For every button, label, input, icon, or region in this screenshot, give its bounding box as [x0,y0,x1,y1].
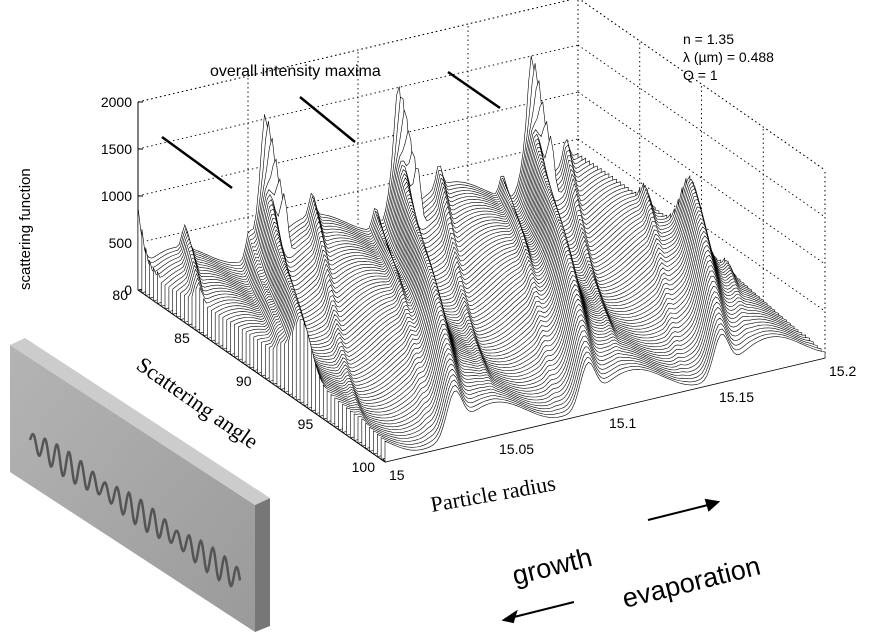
angle-tick-label: 95 [298,416,314,432]
radius-tick-label: 15.05 [499,441,534,457]
z-axis-label: scattering function [17,168,34,290]
parameter: Q = 1 [683,67,718,83]
radius-tick-label: 15 [389,467,405,483]
radius-tick-label: 15.15 [719,389,754,405]
arrowhead [706,500,718,510]
slab-side [255,498,270,632]
annotation-pointer [162,137,232,188]
angle-tick-label: 100 [352,459,376,475]
evaporation-label: evaporation [619,551,763,614]
radius-tick-label: 15.2 [829,363,856,379]
figure: 05001000150020001515.0515.115.1515.28085… [0,0,876,643]
z-tick-label: 500 [109,235,133,251]
annotation-pointer [448,72,500,108]
arrow-right [648,504,712,520]
angle-tick-label: 90 [236,373,252,389]
annotation: overall intensity maxima [210,63,381,80]
angle-tick-label: 80 [112,287,128,303]
arrow-left [510,602,574,618]
arrowhead [504,612,516,622]
parameter: n = 1.35 [683,31,734,47]
radius-axis-label: Particle radius [429,470,558,517]
parameter: λ (µm) = 0.488 [683,49,774,65]
inset-slab [10,338,270,632]
grid-line [138,0,578,102]
angle-tick-label: 85 [174,330,190,346]
slab-face [10,345,255,632]
radius-tick-label: 15.1 [609,415,636,431]
z-tick-label: 2000 [101,94,132,110]
growth-label: growth [509,542,595,591]
z-tick-label: 1000 [101,188,132,204]
z-tick-label: 1500 [101,141,132,157]
grid-line [138,92,578,196]
